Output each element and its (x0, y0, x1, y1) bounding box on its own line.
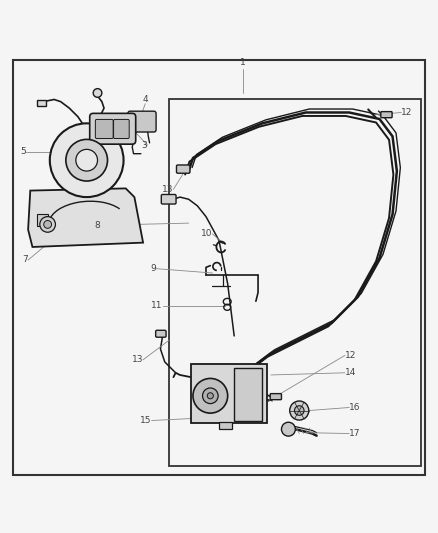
Text: 10: 10 (201, 230, 212, 238)
Text: 11: 11 (151, 301, 162, 310)
Circle shape (66, 140, 107, 181)
Text: 14: 14 (345, 368, 356, 377)
FancyBboxPatch shape (381, 111, 392, 118)
Bar (169, 100, 421, 466)
Text: 12: 12 (345, 351, 356, 360)
FancyBboxPatch shape (270, 393, 282, 400)
Text: 5: 5 (20, 147, 26, 156)
Circle shape (40, 216, 56, 232)
Text: 4: 4 (142, 95, 148, 104)
Polygon shape (28, 188, 143, 247)
Bar (234, 368, 262, 421)
Text: 9: 9 (150, 264, 156, 273)
Circle shape (207, 393, 213, 399)
Circle shape (294, 406, 304, 415)
FancyBboxPatch shape (113, 119, 129, 139)
Circle shape (193, 378, 228, 413)
Text: 16: 16 (349, 403, 360, 412)
Bar (191, 364, 267, 423)
Text: 15: 15 (140, 416, 152, 425)
FancyBboxPatch shape (90, 114, 136, 144)
Text: 13: 13 (131, 356, 143, 364)
Bar (37, 214, 48, 227)
FancyBboxPatch shape (155, 330, 166, 337)
FancyBboxPatch shape (128, 111, 156, 132)
Text: 1: 1 (240, 58, 246, 67)
FancyBboxPatch shape (177, 165, 190, 173)
Circle shape (282, 422, 295, 436)
Bar (219, 422, 232, 429)
Circle shape (202, 388, 218, 403)
Circle shape (44, 221, 52, 228)
FancyBboxPatch shape (95, 119, 113, 139)
FancyBboxPatch shape (161, 195, 176, 204)
Circle shape (93, 88, 102, 98)
Circle shape (290, 401, 309, 420)
Bar (37, 100, 46, 106)
Text: 12: 12 (401, 108, 413, 117)
Circle shape (50, 123, 124, 197)
Text: 17: 17 (349, 429, 360, 438)
Text: 7: 7 (22, 255, 28, 264)
Text: 13: 13 (162, 185, 173, 194)
Text: 8: 8 (94, 221, 100, 230)
Circle shape (76, 149, 98, 171)
Text: 3: 3 (141, 141, 148, 150)
